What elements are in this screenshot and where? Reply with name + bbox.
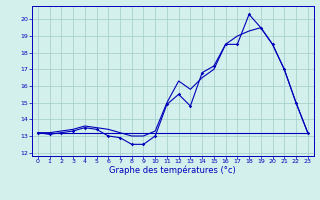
X-axis label: Graphe des températures (°c): Graphe des températures (°c) — [109, 166, 236, 175]
